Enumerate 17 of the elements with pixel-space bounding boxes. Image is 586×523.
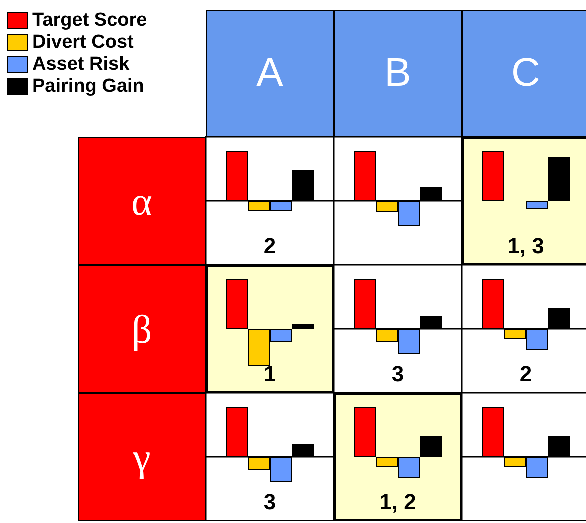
text: B	[334, 10, 462, 137]
legend-label: Target Score	[32, 10, 148, 31]
text: A	[206, 10, 334, 137]
legend-label: Pairing Gain	[32, 76, 144, 97]
text: 1, 2	[380, 490, 416, 514]
text: 2	[264, 234, 276, 258]
legend-label: Asset Risk	[32, 54, 130, 75]
text: β	[78, 265, 206, 393]
text: C	[462, 10, 586, 137]
annotation: 1	[264, 362, 276, 386]
text: 2	[520, 362, 532, 386]
legend-label: Divert Cost	[32, 32, 135, 53]
text: 3	[392, 362, 404, 386]
text: γ	[78, 393, 206, 521]
text: 1, 3	[508, 234, 544, 258]
text: 3	[264, 490, 276, 514]
text: α	[78, 137, 206, 265]
